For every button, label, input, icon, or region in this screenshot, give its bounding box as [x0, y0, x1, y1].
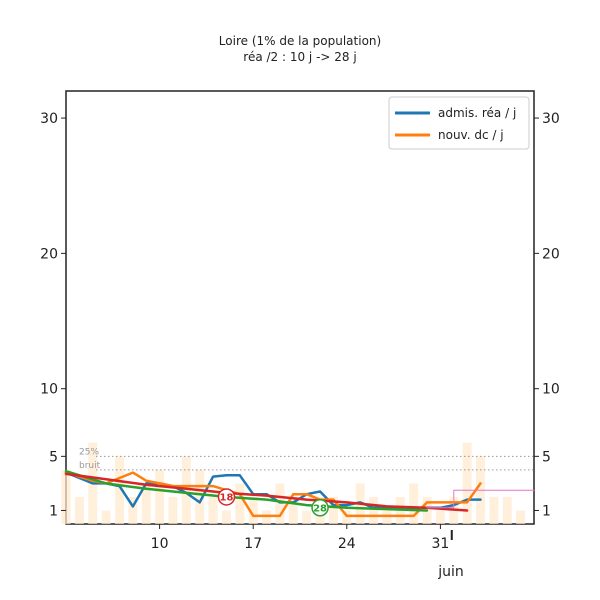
x-tick-label: 31 — [431, 536, 449, 552]
background-bar — [208, 496, 218, 524]
background-bar — [61, 469, 71, 524]
y-tick-label: 10 — [40, 382, 58, 398]
series-line — [64, 469, 429, 512]
legend-label-deces: nouv. dc / j — [438, 128, 504, 142]
chart-title: Loire (1% de la population) — [219, 34, 381, 48]
series-line — [64, 471, 482, 518]
background-bar — [409, 483, 419, 524]
y-tick-label: 20 — [40, 246, 58, 262]
background-bar — [502, 496, 512, 524]
x-tick-label: 17 — [244, 536, 262, 552]
plot-frame — [65, 90, 535, 525]
background-bar — [435, 510, 445, 524]
background-bar — [114, 456, 124, 524]
y-tick-label: 1 — [49, 503, 58, 519]
background-bar — [141, 483, 151, 524]
background-bar — [168, 496, 178, 524]
y-tick-label: 1 — [542, 503, 551, 519]
background-bar — [221, 510, 231, 524]
background-bar — [235, 483, 245, 524]
month-label: juin — [437, 564, 464, 580]
y-tick-label: 20 — [542, 246, 560, 262]
chart-subtitle: réa /2 : 10 j -> 28 j — [243, 50, 356, 64]
series-line — [64, 472, 469, 512]
y-tick-label: 5 — [542, 449, 551, 465]
background-bar — [74, 496, 84, 524]
background-bar — [155, 469, 165, 524]
series-line — [64, 471, 482, 510]
background-bar — [328, 496, 338, 524]
background-bar — [248, 496, 258, 524]
background-bar — [128, 496, 138, 524]
reference-label: bruit — [79, 461, 101, 471]
background-bar — [288, 496, 298, 524]
badge-circle — [217, 488, 236, 506]
background-bar — [302, 510, 312, 524]
series-line — [426, 489, 535, 509]
x-tick-label: 24 — [338, 536, 356, 552]
reference-label: 25% — [79, 447, 99, 457]
background-bar — [489, 496, 499, 524]
y-tick-label: 10 — [542, 382, 560, 398]
background-bar — [382, 510, 392, 524]
background-bar — [195, 469, 205, 524]
y-tick-label: 30 — [542, 111, 560, 127]
background-bar — [262, 510, 272, 524]
badge-label: 28 — [313, 503, 327, 514]
legend-label-reanimation: admis. réa / j — [438, 106, 516, 120]
y-tick-label: 5 — [49, 449, 58, 465]
legend: admis. réa / j nouv. dc / j — [388, 96, 530, 150]
background-bar — [516, 510, 526, 524]
x-tick-label: 10 — [151, 536, 169, 552]
background-bar — [369, 496, 379, 524]
background-bar — [462, 442, 472, 524]
background-bar — [101, 510, 111, 524]
y-tick-label: 30 — [40, 111, 58, 127]
badge-label: 18 — [219, 492, 233, 503]
badge-circle — [311, 499, 329, 517]
background-bar — [275, 483, 285, 524]
background-bar — [181, 456, 191, 524]
background-bar — [342, 510, 352, 524]
